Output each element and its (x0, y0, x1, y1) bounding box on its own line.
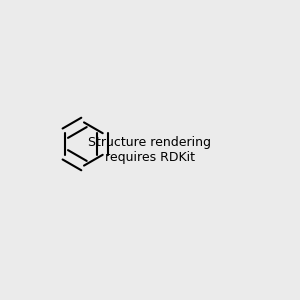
Text: Structure rendering
requires RDKit: Structure rendering requires RDKit (88, 136, 212, 164)
